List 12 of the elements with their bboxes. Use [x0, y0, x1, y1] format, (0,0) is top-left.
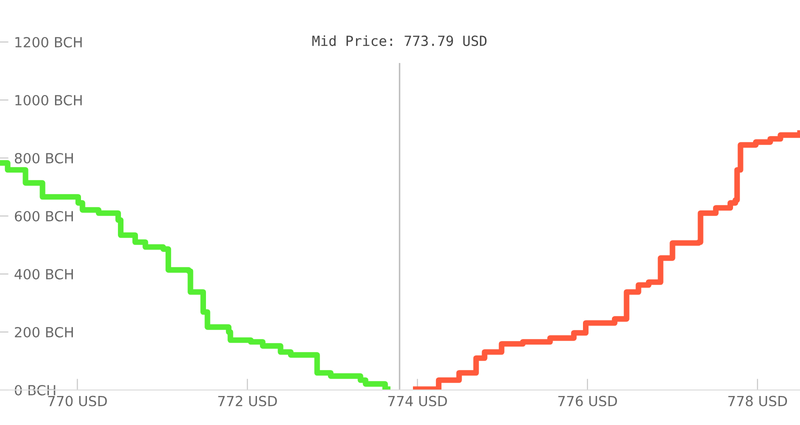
- x-tick-label: 778 USD: [728, 396, 787, 406]
- x-tick-label: 774 USD: [388, 396, 447, 406]
- ref-line-label: Mid Price: 773.79 USD: [312, 35, 487, 46]
- x-tick-label: 772 USD: [218, 396, 277, 406]
- y-tick-label: 1000 BCH: [15, 94, 82, 106]
- y-tick-label: 200 BCH: [14, 326, 73, 338]
- y-tick-label: 400 BCH: [14, 268, 73, 280]
- y-tick-label: 600 BCH: [14, 210, 73, 222]
- x-tick-label: 776 USD: [558, 396, 617, 406]
- x-tick-label: 770 USD: [48, 396, 107, 406]
- y-tick-label: 1200 BCH: [15, 36, 82, 48]
- y-tick-label: 800 BCH: [14, 152, 73, 164]
